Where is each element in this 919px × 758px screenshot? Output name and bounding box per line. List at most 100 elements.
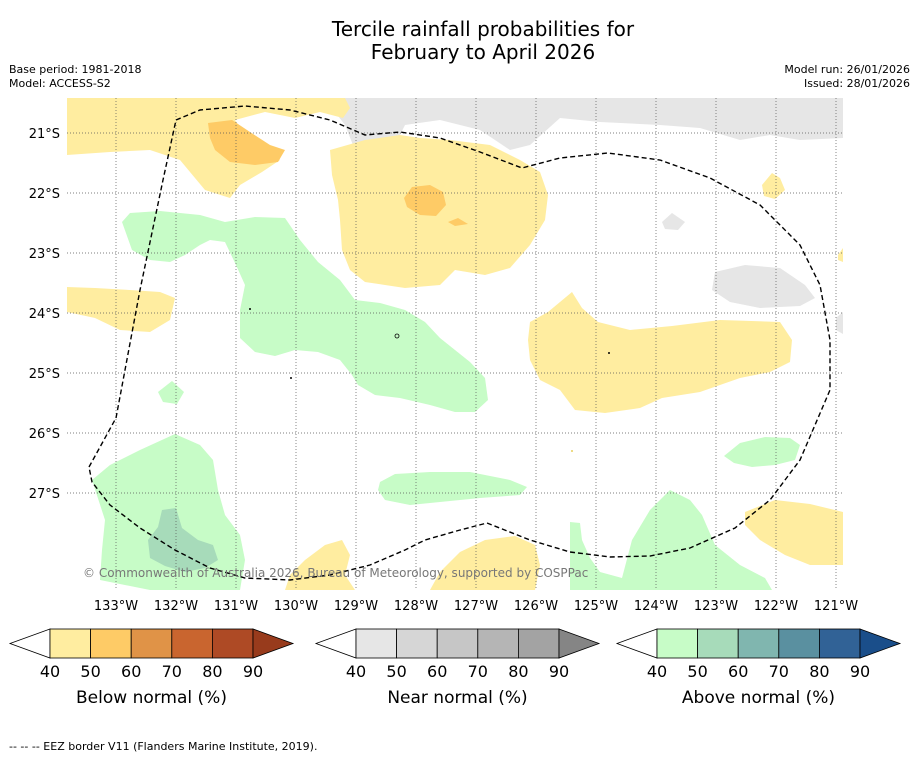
issued-date: Issued: 28/01/2026: [803, 77, 910, 90]
colorbar-tick: 90: [850, 662, 870, 681]
near-normal-region-east: [712, 265, 815, 308]
colorbar-tick: 50: [80, 662, 100, 681]
speck-marker: [290, 377, 292, 379]
title-line-2: February to April 2026: [370, 40, 596, 64]
lon-label: 121°W: [814, 599, 858, 614]
above-normal-region-central: [122, 211, 488, 412]
colorbar-extend-high: [859, 628, 902, 659]
colorbar-segment: [778, 628, 820, 659]
colorbar-3: 40 50 60 70 80 90 Above normal (%): [615, 628, 902, 708]
colorbar-tick: 40: [40, 662, 60, 681]
near-normal-region-edge: [836, 312, 843, 334]
gridlines: [67, 98, 843, 590]
below-normal-region-small-east: [762, 173, 785, 199]
lon-label: 132°W: [154, 599, 198, 614]
colorbar-tick: 80: [809, 662, 829, 681]
colorbar-segment: [211, 628, 254, 659]
colorbar-tick: 40: [647, 662, 667, 681]
model-run: Model run: 26/01/2026: [784, 63, 910, 76]
chart-title: Tercile rainfall probabilities for Febru…: [0, 18, 919, 64]
lon-label: 125°W: [574, 599, 618, 614]
colorbar-tick: 50: [386, 662, 406, 681]
lat-label: 22°S: [29, 187, 60, 202]
colorbar-segment: [737, 628, 780, 659]
lat-label: 24°S: [29, 307, 60, 322]
colorbar-segment: [819, 628, 861, 659]
colorbar-segment: [396, 628, 438, 659]
lon-label: 126°W: [514, 599, 558, 614]
colorbar-segment: [697, 628, 739, 659]
colorbar-1: 40 50 60 70 80 90 Below normal (%): [8, 628, 295, 708]
lon-label: 122°W: [754, 599, 798, 614]
colorbar-tick: 60: [427, 662, 447, 681]
lon-label: 131°W: [214, 599, 258, 614]
lat-label: 25°S: [29, 367, 60, 382]
probability-layer: [67, 98, 843, 590]
title-line-1: Tercile rainfall probabilities for: [331, 17, 635, 41]
below-normal-region-south-2: [430, 536, 540, 590]
lon-label: 123°W: [694, 599, 738, 614]
lon-label: 124°W: [634, 599, 678, 614]
colorbar-tick: 70: [769, 662, 789, 681]
colorbar-extend-low: [314, 628, 357, 659]
above-normal-region-southeast: [570, 490, 772, 590]
lon-label: 127°W: [454, 599, 498, 614]
near-normal-region-small: [662, 213, 685, 230]
below-normal-region-edge: [838, 248, 843, 262]
colorbar-extend-low: [615, 628, 658, 659]
colorbar-segment: [436, 628, 479, 659]
colorbar-tick: 60: [121, 662, 141, 681]
lat-label: 27°S: [29, 487, 60, 502]
colorbar-label: Below normal (%): [76, 688, 227, 708]
colorbar-tick: 90: [549, 662, 569, 681]
colorbar-tick: 40: [346, 662, 366, 681]
above-normal-50-region: [148, 508, 218, 572]
model-name: Model: ACCESS-S2: [9, 77, 111, 90]
lon-label: 133°W: [94, 599, 138, 614]
copyright-watermark: © Commonwealth of Australia 2026, Bureau…: [83, 566, 588, 580]
meta-left: Base period: 1981-2018 Model: ACCESS-S2: [9, 63, 141, 91]
colorbar-extend-high: [252, 628, 295, 659]
lon-label: 129°W: [334, 599, 378, 614]
below-normal-50-region-central: [404, 185, 446, 216]
lon-label: 128°W: [394, 599, 438, 614]
lat-label: 26°S: [29, 427, 60, 442]
colorbar-tick: 60: [728, 662, 748, 681]
eez-footnote: -- -- -- EEZ border V11 (Flanders Marine…: [9, 740, 318, 753]
lon-label: 130°W: [274, 599, 318, 614]
lat-label: 21°S: [29, 127, 60, 142]
speck-marker: [571, 450, 573, 452]
colorbar-segment: [656, 628, 698, 659]
colorbar-tick: 70: [162, 662, 182, 681]
below-normal-50-region-north: [208, 120, 285, 165]
below-normal-50-region-small: [448, 218, 468, 226]
speck-marker: [608, 352, 610, 354]
speck-marker: [394, 333, 400, 339]
colorbars: 40 50 60 70 80 90 Below normal (%) 40 50 60 70 80 90…: [8, 628, 902, 708]
above-normal-region-east: [724, 437, 800, 467]
colorbar-tick: 80: [202, 662, 222, 681]
lon-labels: 133°W 132°W 131°W 130°W 129°W 128°W 127°…: [94, 599, 858, 614]
below-normal-region-north: [67, 98, 350, 198]
lat-labels: 21°S 22°S 23°S 24°S 25°S 26°S 27°S: [29, 127, 60, 502]
colorbar-segment: [130, 628, 173, 659]
colorbar-segment: [518, 628, 560, 659]
below-normal-region-southeast: [745, 500, 843, 565]
colorbar-segment: [171, 628, 213, 659]
colorbar-tick: 80: [508, 662, 528, 681]
colorbar-segment: [477, 628, 519, 659]
colorbar-segment: [49, 628, 91, 659]
near-normal-region-north: [285, 98, 843, 163]
meta-right: Model run: 26/01/2026 Issued: 28/01/2026: [784, 63, 910, 91]
speck-marker: [249, 308, 251, 310]
below-normal-region-south-1: [285, 540, 355, 590]
colorbar-tick: 50: [687, 662, 707, 681]
eez-border: [88, 105, 831, 581]
colorbar-label: Above normal (%): [682, 688, 835, 708]
colorbar-label: Near normal (%): [387, 688, 527, 708]
below-normal-region-east: [528, 292, 792, 413]
above-normal-region-south: [378, 472, 527, 505]
colorbar-tick: 90: [243, 662, 263, 681]
colorbar-tick: 70: [468, 662, 488, 681]
